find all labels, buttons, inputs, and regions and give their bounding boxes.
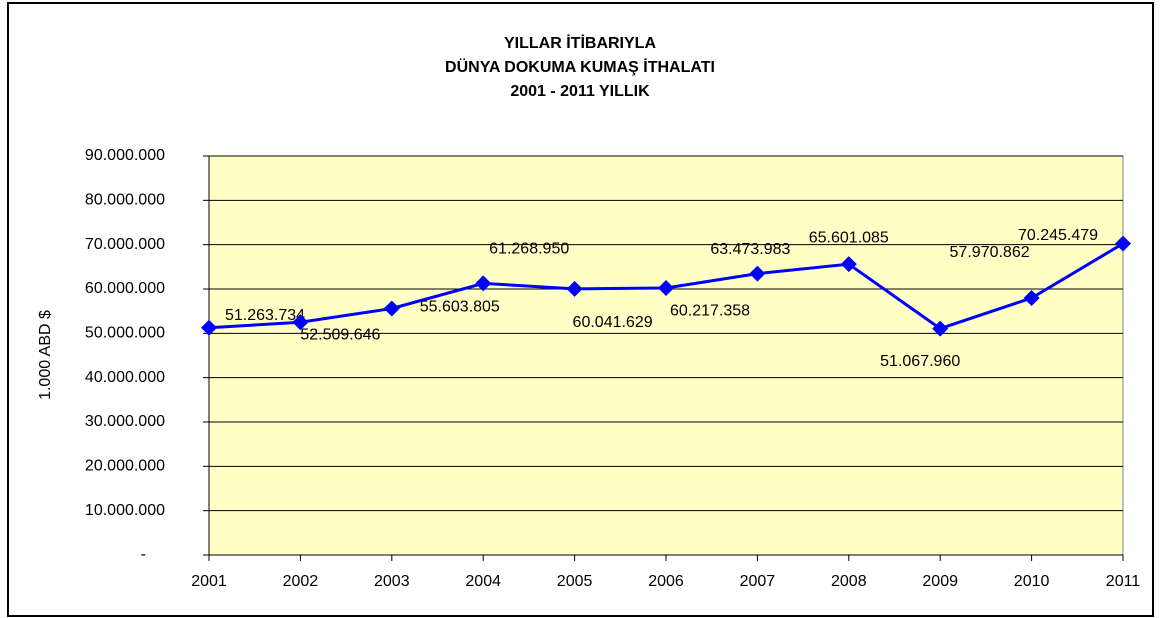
- chart-title: 2001 - 2011 YILLIK: [510, 83, 650, 100]
- point-marker: [1115, 235, 1131, 252]
- y-tick-label: 80.000.000: [85, 192, 165, 209]
- point-marker: [932, 320, 949, 337]
- point-marker: [201, 319, 217, 336]
- data-label: 65.601.085: [809, 229, 889, 246]
- point-marker: [475, 275, 492, 292]
- data-label: 55.603.805: [420, 299, 500, 316]
- data-label: 52.509.646: [300, 326, 380, 343]
- data-label: 51.263.734: [225, 307, 305, 324]
- x-tick-label: 2006: [648, 573, 684, 590]
- x-tick-label: 2009: [922, 573, 958, 590]
- x-tick-label: 2010: [1014, 573, 1050, 590]
- point-marker: [658, 280, 674, 297]
- y-tick-label: 40.000.000: [85, 369, 165, 386]
- y-tick-label: 90.000.000: [85, 147, 165, 164]
- x-tick-label: 2005: [557, 573, 593, 590]
- y-tick-label: 30.000.000: [85, 413, 165, 430]
- data-label: 51.067.960: [880, 353, 960, 370]
- y-tick-label: 20.000.000: [85, 458, 165, 475]
- x-tick-label: 2008: [831, 573, 867, 590]
- data-label: 70.245.479: [1018, 227, 1098, 244]
- point-marker: [383, 300, 400, 317]
- y-axis-label: 1.000 ABD $: [37, 310, 54, 400]
- data-label: 61.268.950: [489, 241, 569, 258]
- y-tick-label: 60.000.000: [85, 280, 165, 297]
- data-label: 63.473.983: [710, 241, 790, 258]
- chart-title: DÜNYA DOKUMA KUMAŞ İTHALATI: [445, 57, 715, 76]
- y-tick-label: -: [141, 546, 146, 563]
- x-tick-label: 2003: [374, 573, 410, 590]
- point-marker: [566, 280, 583, 297]
- point-marker: [749, 265, 766, 282]
- chart-title: YILLAR İTİBARIYLA: [504, 34, 656, 52]
- data-label: 60.041.629: [573, 314, 653, 331]
- x-tick-label: 2004: [465, 573, 501, 590]
- y-tick-label: 70.000.000: [85, 236, 165, 253]
- point-marker: [840, 256, 857, 273]
- y-tick-label: 10.000.000: [85, 502, 165, 519]
- x-tick-label: 2007: [740, 573, 776, 590]
- data-label: 60.217.358: [670, 302, 750, 319]
- x-tick-label: 2011: [1106, 573, 1141, 590]
- point-marker: [1023, 289, 1040, 306]
- point-marker: [292, 314, 309, 331]
- y-tick-label: 50.000.000: [85, 325, 165, 342]
- data-label: 57.970.862: [950, 244, 1030, 261]
- x-tick-label: 2002: [283, 573, 319, 590]
- plot-area: [208, 155, 1124, 556]
- x-tick-label: 2001: [191, 573, 227, 590]
